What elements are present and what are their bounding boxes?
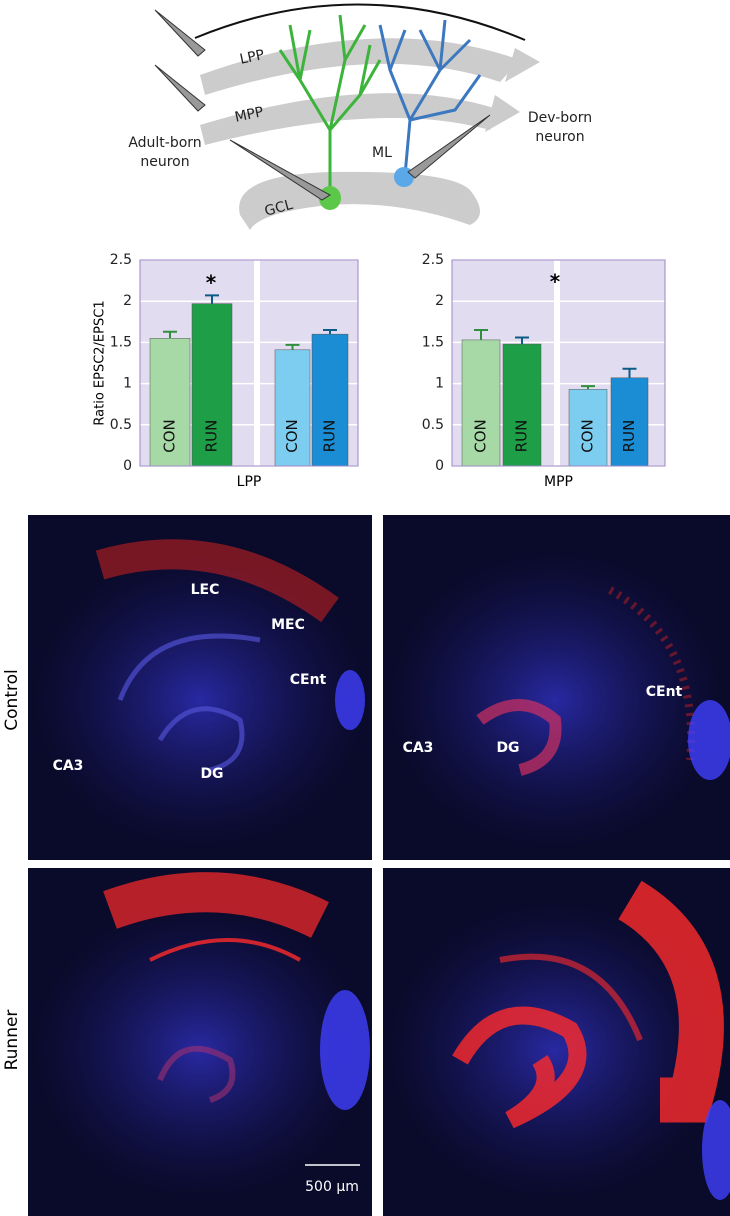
region-label: CEnt xyxy=(646,684,683,700)
x-axis-label: MPP xyxy=(544,474,573,490)
error-bar xyxy=(581,385,595,390)
bar xyxy=(191,303,233,467)
region-label: CEnt xyxy=(290,672,327,688)
bar xyxy=(274,349,311,467)
plot-frame xyxy=(139,259,359,467)
category-label: CON xyxy=(579,419,597,453)
category-label: CON xyxy=(161,419,179,453)
y-tick-label: 1.5 xyxy=(110,334,132,350)
micrographs: LEC MEC CEnt CA3 DG CEnt CA3 DG 500 μm xyxy=(28,515,730,1216)
y-tick-label: 2 xyxy=(123,293,132,309)
category-label: RUN xyxy=(321,420,339,453)
category-label: RUN xyxy=(203,420,221,453)
category-label: CON xyxy=(472,419,490,453)
region-label: DG xyxy=(200,766,223,782)
dev-label: neuron xyxy=(535,129,584,145)
region-label: DG xyxy=(496,740,519,756)
y-tick-label: 1 xyxy=(435,376,444,392)
region-label: LEC xyxy=(191,582,220,598)
dev-neuron xyxy=(378,19,482,176)
layer-label: ML xyxy=(372,145,392,161)
y-tick-label: 2.5 xyxy=(110,252,132,268)
scale-bar-label: 500 μm xyxy=(305,1179,359,1195)
mpp-band xyxy=(200,93,500,145)
arrowhead xyxy=(485,95,520,132)
dev-label: Dev-born xyxy=(528,110,592,126)
error-bar xyxy=(622,367,637,378)
y-tick-label: 1 xyxy=(123,376,132,392)
significance: * xyxy=(206,271,217,295)
adult-label: Adult-born xyxy=(128,135,201,151)
y-tick-label: 0 xyxy=(123,458,132,474)
error-bar xyxy=(285,343,300,350)
y-tick-label: 0 xyxy=(435,458,444,474)
gcl-band xyxy=(239,171,480,230)
electrodes xyxy=(154,9,491,201)
error-bar xyxy=(205,294,219,304)
category-label: RUN xyxy=(513,420,531,453)
significance: * xyxy=(550,270,561,294)
bar xyxy=(149,338,191,467)
row-label: Control xyxy=(2,669,22,730)
y-tick-label: 2 xyxy=(435,293,444,309)
y-tick-label: 1.5 xyxy=(422,334,444,350)
adult-neuron xyxy=(278,14,382,195)
diagram: LPP MPP ML GCL Adult-born neuron Dev-bor… xyxy=(128,3,592,230)
category-label: CON xyxy=(283,419,301,453)
category-label: RUN xyxy=(620,420,638,453)
region-label: CA3 xyxy=(53,758,84,774)
x-axis-label: LPP xyxy=(237,474,262,490)
bar xyxy=(461,339,501,467)
pathway-label: LPP xyxy=(238,47,265,68)
y-tick-label: 0.5 xyxy=(110,417,132,433)
bar xyxy=(610,377,649,467)
region-label: CA3 xyxy=(403,740,434,756)
error-bar xyxy=(474,329,488,340)
row-label: Runner xyxy=(2,1010,22,1071)
region-label: MEC xyxy=(271,617,305,633)
error-bar xyxy=(515,336,529,345)
error-bar xyxy=(323,329,337,335)
bar xyxy=(502,343,542,467)
y-tick-label: 0.5 xyxy=(422,417,444,433)
y-axis-label: Ratio EPSC2/EPSC1 xyxy=(93,300,108,425)
layer-label: GCL xyxy=(263,197,295,220)
pathway-label: MPP xyxy=(233,104,265,126)
plot-frame xyxy=(451,259,666,467)
bar xyxy=(568,389,608,467)
error-bar xyxy=(163,330,177,339)
y-tick-label: 2.5 xyxy=(422,252,444,268)
bar xyxy=(311,333,349,467)
pia xyxy=(194,3,526,41)
adult-label: neuron xyxy=(140,154,189,170)
arrowhead xyxy=(505,48,540,82)
